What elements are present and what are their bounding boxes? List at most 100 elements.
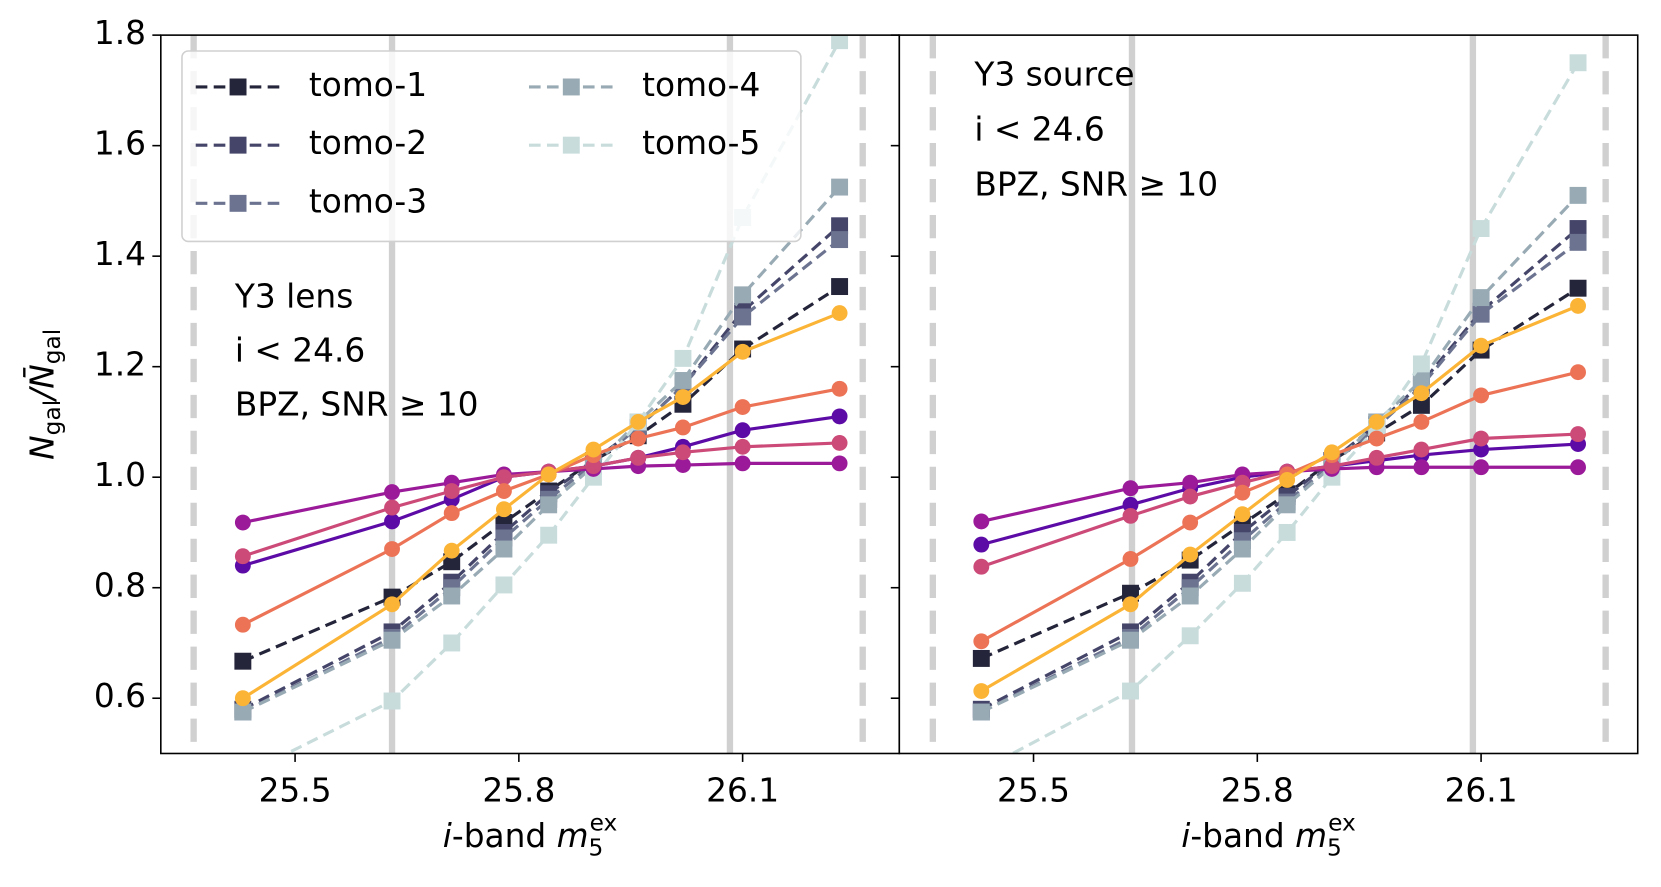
marker (495, 501, 512, 518)
series-line (242, 186, 841, 714)
marker (585, 458, 602, 475)
marker (1472, 289, 1490, 307)
series-line (980, 227, 1580, 711)
marker (1412, 396, 1430, 414)
y-axis-label-part: /N̄ (22, 364, 61, 403)
marker (1569, 186, 1587, 204)
marker (1233, 540, 1251, 558)
marker (540, 466, 557, 483)
legend-label: tomo-5 (642, 124, 760, 162)
marker (1122, 584, 1139, 602)
x-axis-label-part: 5 (589, 834, 604, 861)
annotation: Y3 source (973, 55, 1134, 93)
y-tick-label: 1.4 (94, 235, 146, 273)
marker (831, 278, 849, 296)
legend-marker (229, 78, 247, 96)
legend-marker (229, 136, 247, 154)
series-line (242, 441, 840, 558)
legend-marker (562, 136, 580, 154)
series-line (242, 387, 840, 627)
marker (1472, 220, 1490, 237)
marker (1234, 506, 1251, 523)
marker (1473, 441, 1490, 458)
plot-area (929, 35, 1609, 779)
marker (734, 343, 751, 360)
marker (1473, 387, 1490, 404)
marker (734, 308, 752, 326)
axes-frame (898, 34, 1639, 755)
marker (831, 217, 849, 235)
marker (1368, 449, 1385, 466)
y-axis-label-part: N (23, 435, 61, 460)
series-line (242, 224, 841, 711)
y-tick-label: 0.6 (94, 677, 146, 715)
marker (585, 441, 602, 458)
marker (384, 513, 400, 530)
marker (495, 483, 512, 499)
x-axis-label: i-band m5ex (443, 809, 618, 861)
marker (831, 178, 849, 196)
marker (675, 444, 691, 461)
marker (1473, 337, 1490, 354)
marker (1182, 474, 1199, 491)
legend-box (181, 50, 802, 243)
marker (1473, 430, 1490, 447)
y-tick-label: 0.8 (94, 567, 146, 605)
marker (234, 703, 252, 721)
marker (1279, 472, 1296, 488)
x-tick-label: 25.8 (1221, 772, 1294, 810)
marker (675, 389, 691, 406)
marker (234, 652, 252, 670)
y-tick-label: 1.6 (94, 125, 146, 163)
marker (973, 513, 990, 530)
marker (234, 767, 251, 784)
marker (1233, 574, 1251, 592)
marker (1412, 355, 1430, 373)
marker (540, 496, 558, 514)
marker (1368, 413, 1385, 430)
marker (630, 430, 647, 447)
legend-label: tomo-3 (309, 182, 427, 220)
marker (1122, 682, 1139, 700)
marker (734, 286, 752, 304)
marker (734, 455, 751, 472)
marker (540, 526, 558, 544)
x-axis-label-part: m (1295, 817, 1327, 855)
annotation: i < 24.6 (235, 332, 365, 370)
marker (1570, 459, 1586, 476)
marker (734, 422, 751, 439)
marker (973, 762, 990, 779)
marker (973, 633, 990, 650)
x-axis-label-part: m (557, 817, 589, 855)
marker (973, 558, 990, 575)
marker (495, 540, 513, 558)
x-tick-label: 26.1 (1445, 772, 1518, 810)
marker (831, 305, 848, 322)
x-tick-label: 25.8 (482, 772, 555, 810)
marker (1569, 54, 1587, 72)
marker (1569, 233, 1587, 251)
marker (443, 542, 460, 559)
marker (234, 616, 251, 633)
y-tick-label: 1.8 (94, 14, 146, 52)
marker (734, 438, 751, 455)
x-tick-label: 26.1 (706, 772, 779, 810)
marker (1122, 596, 1139, 613)
marker (831, 408, 848, 425)
series-line (980, 194, 1580, 714)
series-line (980, 241, 1580, 714)
marker (443, 587, 461, 605)
series-line (242, 311, 841, 700)
x-axis-label-part: i (443, 817, 452, 855)
marker (630, 449, 647, 466)
marker (383, 631, 401, 649)
marker (734, 399, 751, 415)
y-tick-label: 1.0 (94, 456, 146, 494)
plot-area (190, 35, 866, 784)
x-axis-label-part: -band (1190, 817, 1295, 855)
marker (1569, 220, 1587, 237)
annotation: BPZ, SNR ≥ 10 (974, 165, 1218, 203)
marker (1182, 546, 1199, 563)
marker (384, 484, 400, 501)
